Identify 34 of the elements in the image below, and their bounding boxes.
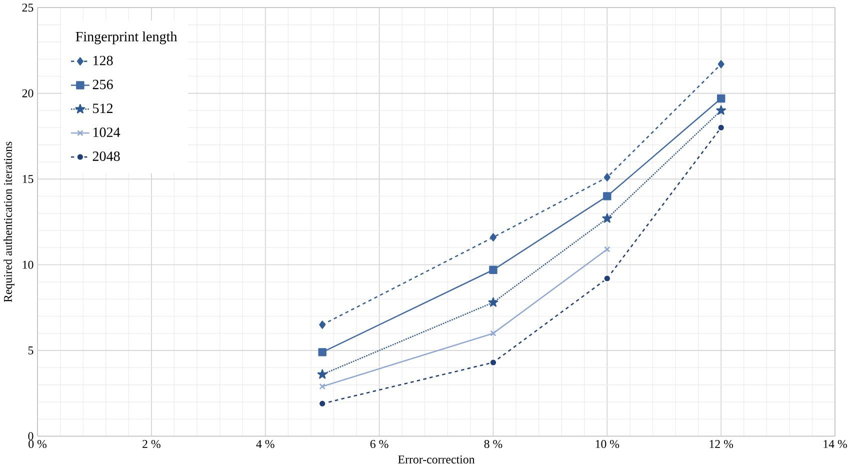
point xyxy=(604,246,610,252)
y-axis-title: Required authentication iterations xyxy=(4,142,14,302)
point xyxy=(318,348,326,356)
legend-label: 256 xyxy=(92,80,113,90)
legend-label: 512 xyxy=(93,104,113,114)
x-tick-label: 4 % xyxy=(256,440,274,448)
x-tick-label: 0 % xyxy=(28,440,47,448)
y-tick-label: 15 xyxy=(22,175,34,183)
y-tick-label: 25 xyxy=(22,4,34,12)
legend-title: Fingerprint length xyxy=(76,31,178,44)
point xyxy=(603,192,612,200)
point xyxy=(716,123,726,132)
point xyxy=(718,60,724,68)
x-tick-label: 6 % xyxy=(370,440,388,448)
point xyxy=(489,266,498,274)
y-tick-label: 20 xyxy=(22,89,34,98)
y-tick-label: 10 xyxy=(22,260,34,269)
legend-label: 2048 xyxy=(92,151,120,161)
x-tick-label: 8 % xyxy=(484,440,502,448)
x-tick-label: 10 % xyxy=(596,440,620,448)
legend-label: 128 xyxy=(93,56,113,66)
x-axis-title: Error-correction xyxy=(398,455,475,464)
point xyxy=(490,233,496,242)
x-tick-label: 14 % xyxy=(824,440,847,448)
point xyxy=(319,320,326,329)
y-tick-label: 5 xyxy=(28,346,34,354)
point xyxy=(604,173,610,182)
x-tick-label: 12 % xyxy=(710,440,734,448)
point xyxy=(716,94,726,103)
x-tick-label: 2 % xyxy=(142,440,160,448)
y-tick-label: 0 xyxy=(28,432,34,440)
point xyxy=(490,330,496,336)
point xyxy=(319,383,326,390)
legend-label: 1024 xyxy=(93,128,120,138)
